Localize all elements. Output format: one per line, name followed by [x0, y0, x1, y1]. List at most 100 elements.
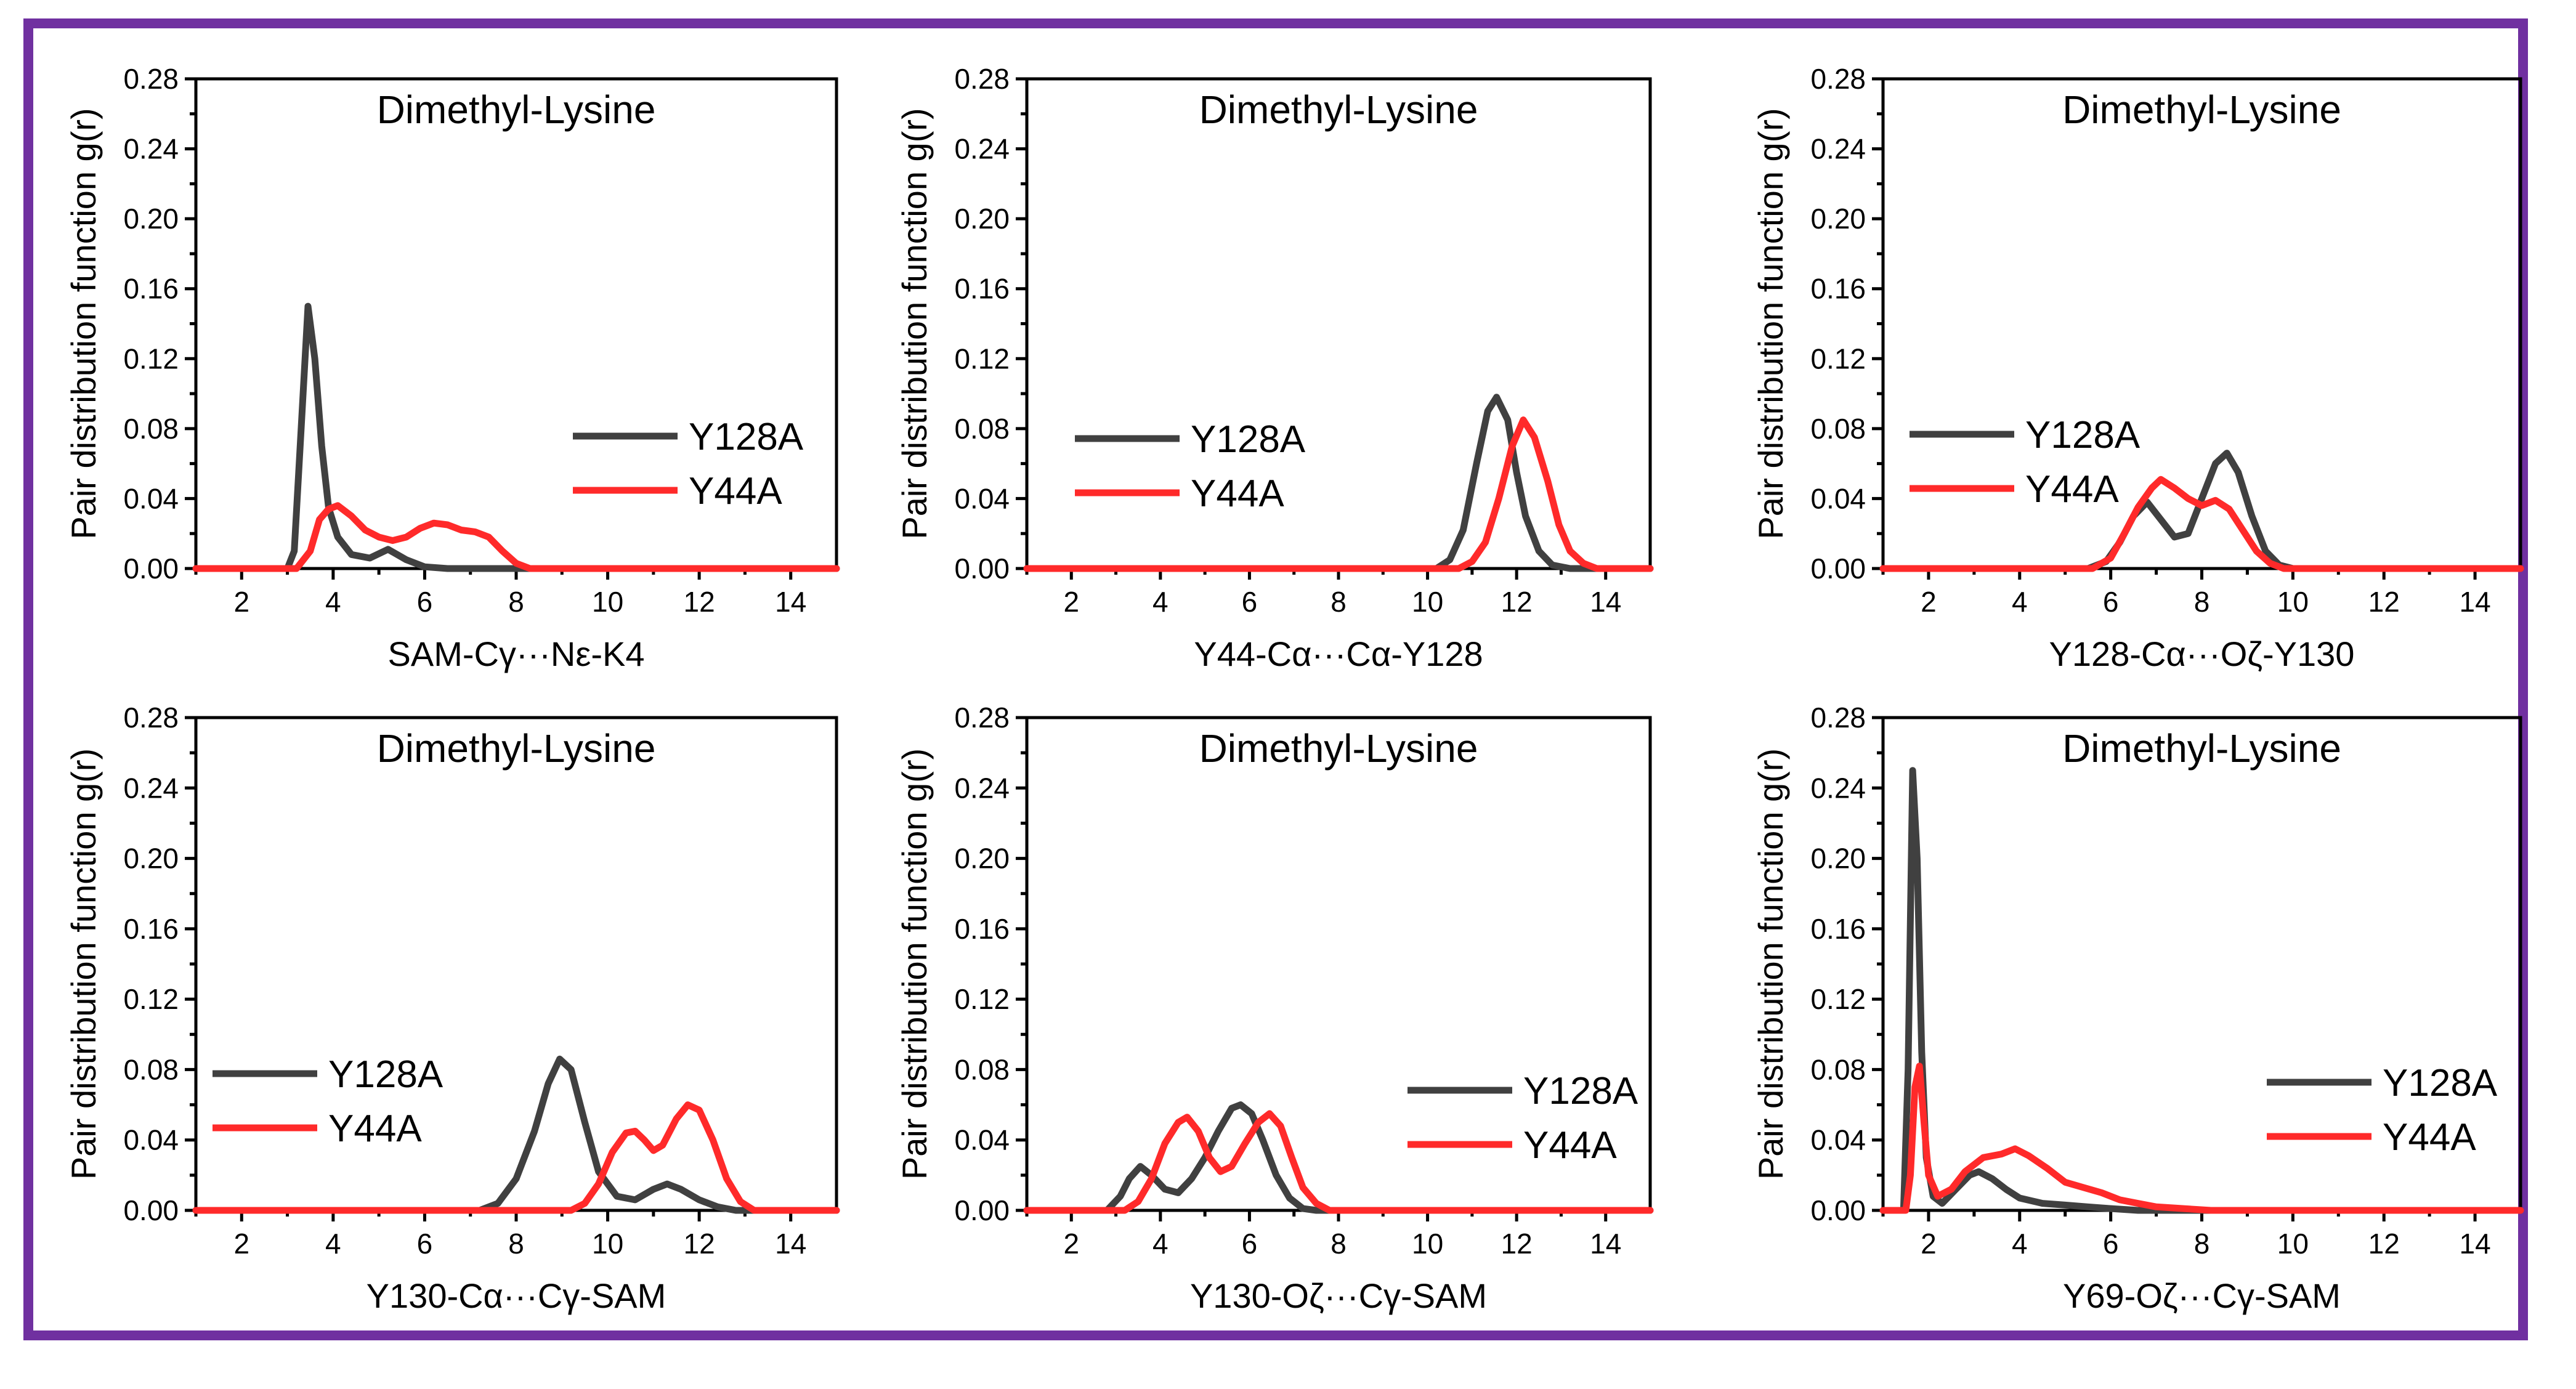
x-tick-label: 8 [1331, 586, 1347, 618]
y-tick-label: 0.28 [954, 702, 1010, 734]
legend-label-y44a: Y44A [1191, 472, 1284, 515]
series-line-y128a [1879, 767, 2524, 1214]
y-tick-label: 0.24 [1810, 772, 1866, 804]
series-line-y128a [192, 1055, 840, 1214]
y-axis-label: Pair distribution function g(r) [64, 108, 103, 539]
x-tick-label: 4 [1152, 586, 1169, 618]
y-tick-label: 0.12 [123, 342, 179, 375]
x-tick-label: 6 [417, 1228, 433, 1260]
plot-frame [194, 716, 838, 1212]
legend: Y128A Y44A [1910, 414, 2141, 511]
x-tick-label: 8 [508, 586, 524, 618]
x-tick-label: 12 [684, 586, 715, 618]
legend: Y128A Y44A [2267, 1062, 2498, 1159]
legend-label-y128a: Y128A [1523, 1070, 1638, 1112]
y-tick-label: 0.08 [1810, 1053, 1866, 1085]
chart-title: Dimethyl-Lysine [377, 87, 656, 132]
x-tick-label: 2 [233, 1228, 249, 1260]
y-tick-label: 0.04 [1810, 482, 1866, 514]
legend: Y128A Y44A [573, 416, 804, 512]
chart-title: Dimethyl-Lysine [1199, 726, 1478, 771]
y-tick-label: 0.16 [954, 913, 1010, 945]
y-axis-label: Pair distribution function g(r) [895, 108, 934, 539]
legend: Y128A Y44A [213, 1053, 444, 1150]
x-tick-label: 14 [1590, 1228, 1621, 1260]
y-tick-label: 0.28 [1810, 702, 1866, 734]
series-line-y128a [1023, 394, 1654, 572]
x-tick-label: 2 [1921, 1228, 1937, 1260]
chart-panel-5: 0.00 0.04 0.08 0.12 0.16 0.20 0.24 0.28 2 4 6 8 10 12… [895, 702, 1654, 1315]
y-tick-label: 0.20 [123, 203, 179, 235]
legend-label-y128a: Y128A [2025, 414, 2141, 456]
series-line-y44a [1023, 416, 1654, 572]
chart-panel-3: 0.00 0.04 0.08 0.12 0.16 0.20 0.24 0.28 2 4 6 8 10 12… [1751, 63, 2524, 673]
x-tick-label: 8 [2194, 586, 2210, 618]
y-tick-label: 0.04 [954, 1124, 1010, 1156]
y-tick-label: 0.00 [954, 1194, 1010, 1226]
chart-title: Dimethyl-Lysine [2062, 87, 2341, 132]
y-tick-label: 0.12 [954, 342, 1010, 375]
chart-panel-1: 0.00 0.04 0.08 0.12 0.16 0.20 0.24 0.28 2 4 6 8 10 12… [64, 63, 840, 673]
x-tick-label: 4 [2012, 586, 2028, 618]
y-tick-label: 0.04 [123, 482, 179, 514]
series-line-y44a [192, 1101, 840, 1214]
legend-label-y44a: Y44A [328, 1108, 422, 1150]
x-tick-label: 4 [325, 1228, 341, 1260]
legend: Y128A Y44A [1075, 418, 1306, 515]
y-tick-label: 0.16 [123, 913, 179, 945]
x-tick-label: 14 [775, 586, 806, 618]
x-axis-label: Y69-Oζ···Cγ-SAM [2063, 1276, 2341, 1315]
y-tick-label: 0.16 [123, 273, 179, 305]
y-tick-label: 0.12 [1810, 342, 1866, 375]
y-tick-label: 0.00 [1810, 1194, 1866, 1226]
chart-title: Dimethyl-Lysine [377, 726, 656, 771]
y-tick-label: 0.00 [1810, 553, 1866, 585]
legend-label-y44a: Y44A [2025, 468, 2119, 511]
x-tick-label: 12 [684, 1228, 715, 1260]
y-tick-label: 0.28 [123, 702, 179, 734]
series-line-y128a [1023, 1101, 1654, 1214]
x-tick-label: 10 [2277, 1228, 2309, 1260]
x-tick-label: 2 [1063, 1228, 1079, 1260]
y-tick-label: 0.20 [954, 843, 1010, 875]
legend-label-y128a: Y128A [1191, 418, 1306, 461]
y-axis-label: Pair distribution function g(r) [1751, 748, 1790, 1180]
x-tick-label: 4 [1152, 1228, 1169, 1260]
y-tick-label: 0.04 [954, 482, 1010, 514]
series-line-y128a [192, 302, 840, 572]
x-tick-label: 2 [233, 586, 249, 618]
x-axis-label: SAM-Cγ···Nε-K4 [388, 634, 645, 673]
y-tick-label: 0.12 [1810, 983, 1866, 1015]
x-tick-label: 10 [2277, 586, 2309, 618]
series-line-y44a [192, 502, 840, 572]
x-tick-label: 6 [1242, 1228, 1258, 1260]
x-tick-label: 12 [1501, 1228, 1533, 1260]
y-tick-label: 0.08 [954, 1053, 1010, 1085]
y-tick-label: 0.28 [954, 63, 1010, 95]
series-line-y44a [1879, 476, 2524, 572]
y-tick-label: 0.24 [123, 772, 179, 804]
series-line-y44a [1023, 1110, 1654, 1214]
x-tick-label: 10 [592, 586, 623, 618]
chart-panel-4: 0.00 0.04 0.08 0.12 0.16 0.20 0.24 0.28 2 4 6 8 10 12… [64, 702, 840, 1315]
x-tick-label: 2 [1921, 586, 1937, 618]
legend-label-y128a: Y128A [689, 416, 804, 458]
x-tick-label: 6 [1242, 586, 1258, 618]
legend-label-y44a: Y44A [1523, 1124, 1617, 1167]
chart-title: Dimethyl-Lysine [2062, 726, 2341, 771]
x-tick-label: 10 [1412, 1228, 1443, 1260]
x-tick-label: 6 [2103, 586, 2119, 618]
x-tick-label: 4 [325, 586, 341, 618]
y-tick-label: 0.16 [1810, 273, 1866, 305]
x-tick-label: 14 [775, 1228, 806, 1260]
legend-label-y128a: Y128A [2383, 1062, 2498, 1104]
y-tick-label: 0.00 [954, 553, 1010, 585]
x-tick-label: 10 [592, 1228, 623, 1260]
y-tick-label: 0.24 [954, 772, 1010, 804]
legend-label-y44a: Y44A [2383, 1116, 2476, 1159]
x-tick-label: 8 [1331, 1228, 1347, 1260]
x-tick-label: 2 [1063, 586, 1079, 618]
y-tick-label: 0.24 [1810, 133, 1866, 165]
y-axis-label: Pair distribution function g(r) [1751, 108, 1790, 539]
